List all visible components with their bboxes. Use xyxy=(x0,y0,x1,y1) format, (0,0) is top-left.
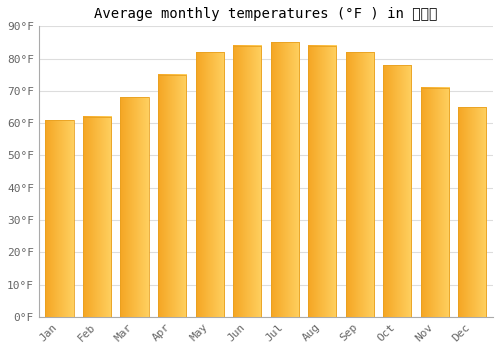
Bar xyxy=(83,117,111,317)
Bar xyxy=(46,120,74,317)
Bar xyxy=(158,75,186,317)
Bar xyxy=(233,46,261,317)
Bar xyxy=(120,97,148,317)
Bar xyxy=(421,88,449,317)
Bar xyxy=(458,107,486,317)
Bar xyxy=(308,46,336,317)
Bar xyxy=(346,52,374,317)
Bar xyxy=(196,52,224,317)
Bar xyxy=(270,42,299,317)
Title: Average monthly temperatures (°F ) in 东海岛: Average monthly temperatures (°F ) in 东海… xyxy=(94,7,438,21)
Bar xyxy=(383,65,412,317)
